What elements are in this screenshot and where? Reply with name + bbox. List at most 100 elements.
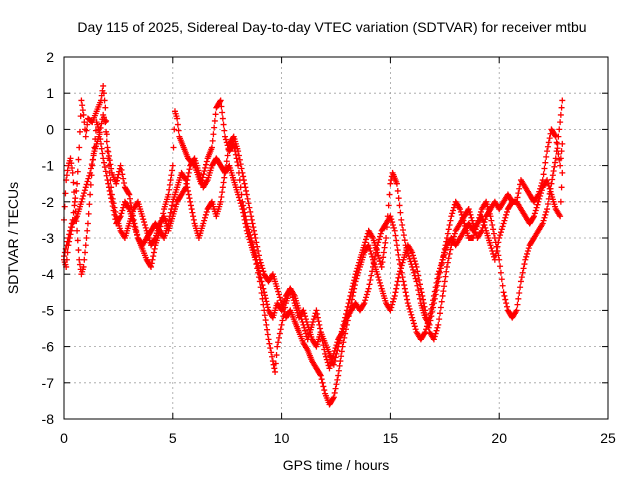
data-point: [85, 175, 92, 182]
data-point: [362, 239, 369, 246]
data-point: [544, 200, 551, 207]
data-point: [240, 177, 247, 184]
data-point: [125, 204, 132, 211]
data-point: [369, 263, 376, 270]
data-point: [100, 82, 107, 89]
data-point: [134, 232, 141, 239]
data-point: [446, 221, 453, 228]
data-point: [393, 242, 400, 249]
data-point: [437, 265, 444, 272]
data-point: [321, 346, 328, 353]
data-point: [410, 320, 417, 327]
data-point: [341, 334, 348, 341]
data-point: [422, 307, 429, 314]
y-tick-label: -2: [42, 194, 55, 210]
data-point: [544, 206, 551, 213]
data-point: [500, 289, 507, 296]
data-point: [499, 282, 506, 289]
data-point: [108, 191, 115, 198]
data-point: [216, 98, 223, 105]
data-point: [395, 274, 402, 281]
data-point: [378, 263, 385, 270]
data-point: [544, 148, 551, 155]
data-point: [222, 133, 229, 140]
data-point: [543, 208, 550, 215]
data-point: [81, 190, 88, 197]
data-point: [67, 155, 74, 162]
data-point: [437, 262, 444, 269]
y-tick-label: -3: [42, 230, 55, 246]
data-point: [114, 174, 121, 181]
data-point: [330, 394, 337, 401]
data-point: [376, 233, 383, 240]
data-point: [331, 347, 338, 354]
data-point: [275, 334, 282, 341]
data-point: [368, 272, 375, 279]
data-point: [330, 350, 337, 357]
data-point: [261, 307, 268, 314]
data-point: [534, 201, 541, 208]
data-point: [251, 231, 258, 238]
data-point: [558, 184, 565, 191]
data-point: [224, 152, 231, 159]
x-axis-label: GPS time / hours: [283, 457, 390, 473]
data-point: [335, 372, 342, 379]
data-point: [211, 117, 218, 124]
data-point: [300, 321, 307, 328]
data-point: [494, 243, 501, 250]
y-tick-label: -1: [42, 158, 55, 174]
x-tick-label: 5: [169, 430, 177, 446]
data-point: [518, 274, 525, 281]
data-point: [66, 238, 73, 245]
data-point: [90, 152, 97, 159]
data-point: [169, 202, 176, 209]
data-point: [438, 298, 445, 305]
series-trace-3: [61, 111, 566, 375]
data-point: [104, 148, 111, 155]
data-point: [538, 187, 545, 194]
data-point: [446, 250, 453, 257]
data-point: [297, 313, 304, 320]
data-point: [437, 304, 444, 311]
data-point: [523, 253, 530, 260]
data-point: [537, 193, 544, 200]
x-tick-label: 25: [600, 430, 616, 446]
data-point: [332, 385, 339, 392]
data-point: [366, 245, 373, 252]
data-point: [151, 245, 158, 252]
data-point: [416, 276, 423, 283]
data-point: [419, 292, 426, 299]
data-point: [557, 111, 564, 118]
data-point: [83, 235, 90, 241]
data-point: [64, 249, 71, 256]
data-point: [296, 307, 303, 314]
data-point: [117, 162, 124, 169]
data-point: [441, 278, 448, 285]
data-point: [127, 200, 134, 207]
data-point: [274, 285, 281, 292]
data-point: [255, 274, 262, 281]
data-point: [550, 168, 557, 175]
data-point: [318, 376, 325, 383]
data-point: [166, 186, 173, 193]
data-point: [140, 216, 147, 223]
data-point: [392, 289, 399, 296]
data-point: [418, 289, 425, 296]
data-point: [244, 195, 251, 202]
data-point: [558, 148, 565, 155]
data-point: [544, 179, 551, 186]
data-point: [250, 224, 257, 231]
data-point: [457, 206, 464, 213]
data-point: [238, 165, 245, 172]
data-point: [438, 259, 445, 266]
series-trace-2: [61, 119, 566, 408]
data-point: [539, 220, 546, 227]
data-point: [376, 279, 383, 286]
data-point: [281, 308, 288, 315]
data-point: [248, 213, 255, 220]
data-point: [377, 230, 384, 237]
data-point: [202, 211, 209, 218]
data-point: [219, 115, 226, 122]
data-point: [503, 211, 510, 218]
